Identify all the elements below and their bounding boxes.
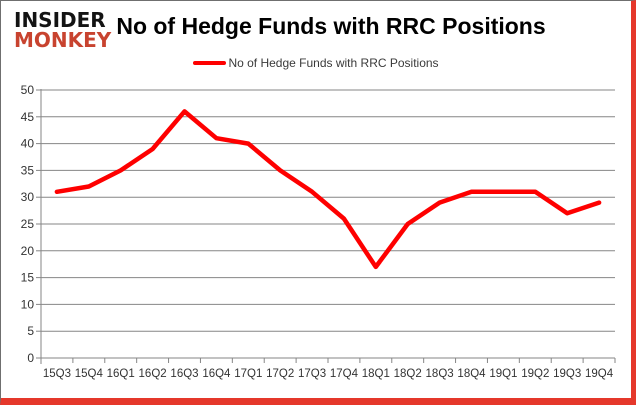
y-tick-label: 15 bbox=[21, 271, 35, 285]
y-tick-label: 35 bbox=[21, 163, 35, 177]
x-tick-label: 15Q4 bbox=[75, 368, 104, 380]
x-tick-label: 18Q1 bbox=[362, 368, 390, 380]
x-tick-label: 16Q3 bbox=[170, 368, 198, 380]
x-tick-label: 19Q4 bbox=[585, 368, 614, 380]
x-tick-label: 15Q3 bbox=[43, 368, 71, 380]
logo-monkey-text: MONKEY bbox=[14, 28, 112, 52]
x-tick-label: 17Q2 bbox=[266, 368, 294, 380]
y-tick-label: 50 bbox=[21, 83, 35, 97]
y-tick-label: 40 bbox=[21, 137, 35, 151]
x-tick-label: 17Q4 bbox=[330, 368, 359, 380]
y-tick-label: 30 bbox=[21, 190, 35, 204]
y-tick-label: 45 bbox=[21, 110, 35, 124]
x-tick-label: 16Q1 bbox=[107, 368, 135, 380]
x-tick-label: 17Q1 bbox=[234, 368, 262, 380]
y-tick-label: 20 bbox=[21, 244, 35, 258]
y-tick-label: 0 bbox=[27, 351, 34, 365]
y-tick-label: 5 bbox=[27, 324, 34, 338]
x-tick-label: 16Q4 bbox=[202, 368, 231, 380]
page-title: No of Hedge Funds with RRC Positions bbox=[116, 13, 546, 39]
y-tick-label: 10 bbox=[21, 297, 35, 311]
x-tick-label: 18Q2 bbox=[394, 368, 422, 380]
x-tick-label: 17Q3 bbox=[298, 368, 326, 380]
legend-label: No of Hedge Funds with RRC Positions bbox=[228, 56, 439, 70]
legend-line-swatch bbox=[193, 61, 227, 65]
logo-insider-text: INSIDER bbox=[14, 8, 106, 32]
x-tick-label: 16Q2 bbox=[139, 368, 167, 380]
x-tick-label: 18Q3 bbox=[426, 368, 454, 380]
x-tick-label: 19Q3 bbox=[553, 368, 581, 380]
series-line bbox=[54, 109, 602, 270]
y-tick-label: 25 bbox=[21, 217, 35, 231]
insider-monkey-logo: INSIDER MONKEY bbox=[14, 10, 111, 50]
x-tick-label: 19Q2 bbox=[521, 368, 549, 380]
x-tick-label: 19Q1 bbox=[489, 368, 517, 380]
legend: No of Hedge Funds with RRC Positions bbox=[1, 56, 631, 70]
x-tick-label: 18Q4 bbox=[457, 368, 486, 380]
